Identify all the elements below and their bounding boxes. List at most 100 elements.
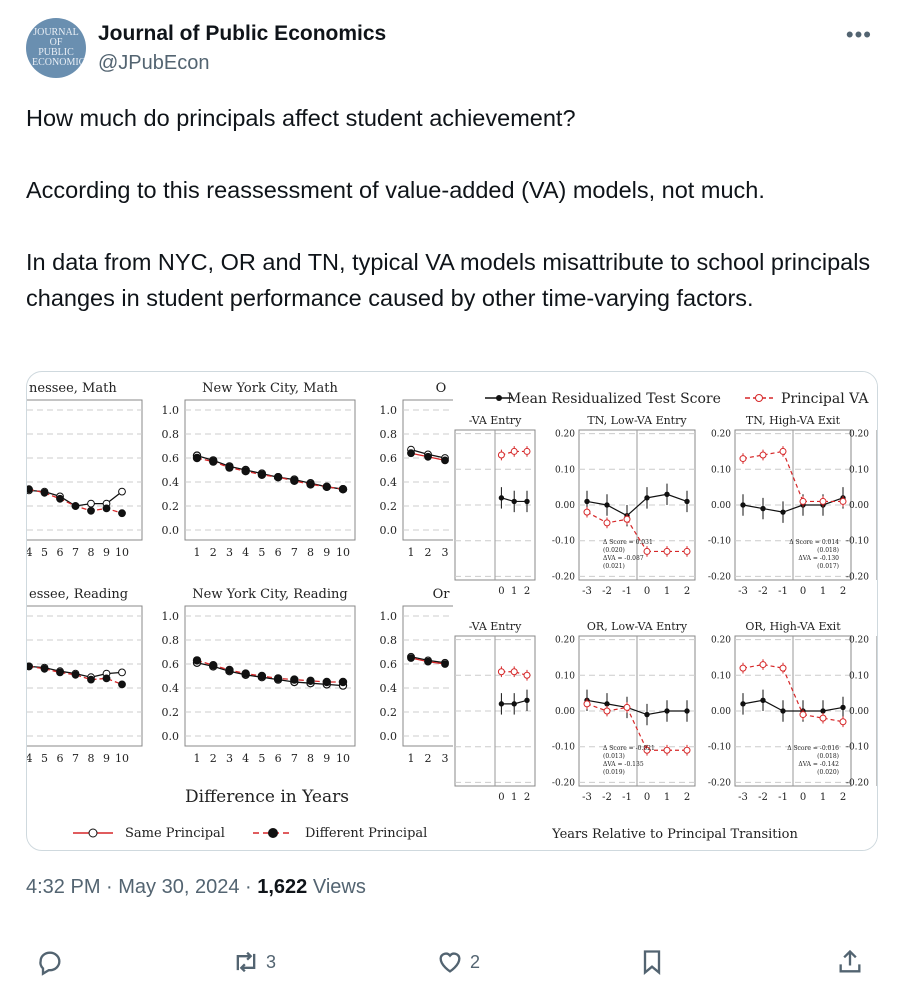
- annotation-text: (0.017): [817, 563, 839, 570]
- data-point: [306, 480, 315, 489]
- data-point: [739, 664, 747, 672]
- data-point: [683, 746, 691, 754]
- post-media-image[interactable]: nessee, Math45678910essee, Reading456789…: [26, 371, 878, 851]
- data-point: [644, 711, 650, 718]
- data-point: [192, 453, 202, 463]
- data-point: [497, 451, 505, 459]
- data-point: [71, 502, 80, 510]
- right-figure-bg: [453, 372, 877, 850]
- data-point: [643, 746, 651, 754]
- x-tick-label: 2: [425, 752, 432, 765]
- legend-marker-va: [755, 394, 763, 402]
- y-tick-label: -0.20: [708, 778, 731, 788]
- x-tick-label: 0: [498, 586, 504, 597]
- y-tick-label: 0.8: [162, 634, 180, 647]
- annotation-text: ΔVA = -0.087: [603, 555, 644, 562]
- y-tick-label: 0.8: [162, 428, 180, 441]
- data-point: [799, 711, 807, 719]
- data-point: [87, 506, 95, 515]
- post-date[interactable]: May 30, 2024: [118, 876, 240, 898]
- data-point: [424, 452, 432, 461]
- data-point: [623, 703, 631, 711]
- like-count: 2: [470, 951, 481, 972]
- x-tick-label: -1: [622, 792, 632, 803]
- data-point: [225, 665, 234, 675]
- x-tick-label: 3: [226, 546, 233, 559]
- y-tick-label: 0.2: [162, 500, 180, 513]
- data-point: [290, 675, 299, 684]
- legend-label-mean: Mean Residualized Test Score: [507, 391, 721, 407]
- x-tick-label: -3: [582, 586, 592, 597]
- x-tick-label: 2: [684, 792, 690, 803]
- heart-icon: [439, 952, 461, 973]
- x-tick-label: 2: [840, 792, 846, 803]
- x-tick-label: 1: [408, 546, 415, 559]
- y-tick-label: 0.10: [711, 465, 731, 475]
- data-point: [523, 447, 531, 455]
- author-handle[interactable]: @JPubEcon: [98, 52, 210, 74]
- data-point: [759, 451, 767, 459]
- annotation-text: Δ Score = -0.016: [787, 745, 839, 752]
- like-button[interactable]: 2: [436, 948, 480, 976]
- x-tick-label: 4: [242, 546, 249, 559]
- retweet-button[interactable]: 3: [232, 948, 276, 976]
- data-point: [623, 515, 631, 523]
- action-bar: 3 2: [0, 940, 898, 990]
- data-point: [684, 708, 690, 714]
- series-line: [196, 662, 344, 687]
- data-point: [510, 668, 518, 676]
- y-tick-label: 0.4: [380, 682, 398, 695]
- y-tick-label: 0.10: [849, 671, 869, 681]
- data-point: [740, 701, 746, 707]
- x-tick-label: 7: [291, 752, 298, 765]
- x-tick-label: 3: [442, 752, 449, 765]
- x-tick-label: -1: [622, 586, 632, 597]
- bookmark-button[interactable]: [638, 948, 666, 976]
- retweet-count: 3: [266, 951, 277, 972]
- data-point: [603, 519, 611, 527]
- x-tick-label: 9: [103, 546, 110, 559]
- series-line: [782, 504, 804, 513]
- data-point: [87, 499, 95, 508]
- y-tick-label: -0.10: [708, 537, 731, 547]
- x-tick-label: 2: [524, 792, 530, 803]
- x-tick-label: -2: [758, 792, 768, 803]
- x-tick-label: 1: [820, 792, 826, 803]
- data-point: [56, 668, 64, 677]
- data-point: [257, 671, 267, 681]
- data-point: [759, 661, 767, 669]
- y-tick-label: 0.00: [555, 707, 575, 717]
- data-point: [87, 675, 95, 684]
- data-point: [273, 472, 283, 482]
- series-line: [196, 454, 344, 490]
- legend-marker-different: [268, 828, 278, 838]
- views-label: Views: [312, 876, 366, 898]
- annotation-text: Δ Score = 0.014: [789, 539, 839, 546]
- y-tick-label: 0.20: [555, 636, 575, 646]
- x-tick-label: 5: [258, 546, 265, 559]
- data-point: [441, 660, 449, 668]
- y-tick-label: 0.10: [555, 465, 575, 475]
- author-name[interactable]: Journal of Public Economics: [98, 22, 387, 45]
- data-point: [760, 697, 766, 703]
- reply-button[interactable]: [36, 948, 64, 976]
- retweet-icon: [236, 951, 256, 973]
- x-tick-label: 2: [425, 546, 432, 559]
- avatar[interactable]: JOURNAL OF PUBLIC ECONOMICS: [26, 18, 86, 78]
- post-time[interactable]: 4:32 PM: [26, 876, 101, 898]
- share-button[interactable]: [836, 948, 864, 976]
- y-tick-label: 0.4: [162, 476, 180, 489]
- x-tick-label: 8: [307, 752, 314, 765]
- panel-title: O: [436, 381, 447, 396]
- figure-collage: nessee, Math45678910essee, Reading456789…: [27, 372, 877, 850]
- x-tick-label: 0: [644, 586, 650, 597]
- more-options-icon[interactable]: •••: [845, 22, 872, 47]
- x-tick-label: 10: [115, 752, 129, 765]
- data-point: [257, 470, 267, 480]
- panel-title: New York City, Math: [202, 381, 338, 396]
- y-tick-label: 0.00: [711, 707, 731, 717]
- data-point: [643, 547, 651, 555]
- data-point: [498, 701, 505, 707]
- x-tick-label: 1: [664, 792, 670, 803]
- series-line: [626, 518, 648, 552]
